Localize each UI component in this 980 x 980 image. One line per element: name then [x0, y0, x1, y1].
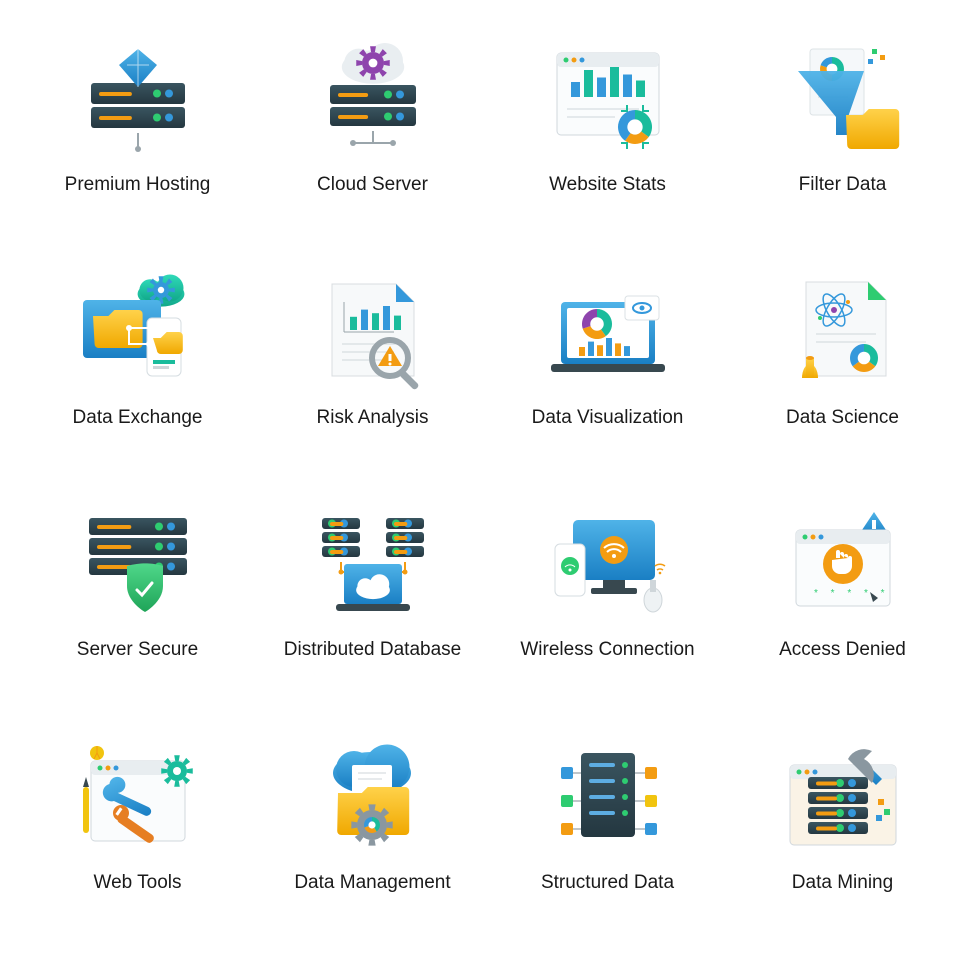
data-management-icon — [308, 738, 438, 858]
server-secure-label: Server Secure — [77, 639, 198, 661]
access-denied-icon: * * * * * — [778, 505, 908, 625]
icon-cell-distributed-db: Distributed Database — [265, 505, 480, 708]
structured-data-icon — [543, 738, 673, 858]
icon-cell-server-secure: Server Secure — [30, 505, 245, 708]
website-stats-label: Website Stats — [549, 174, 666, 196]
icon-cell-structured-data: Structured Data — [500, 738, 715, 941]
icon-cell-premium-hosting: Premium Hosting — [30, 40, 245, 243]
icon-cell-cloud-server: Cloud Server — [265, 40, 480, 243]
data-visualization-label: Data Visualization — [532, 407, 684, 429]
icon-cell-data-exchange: Data Exchange — [30, 273, 245, 476]
cloud-server-icon — [308, 40, 438, 160]
risk-analysis-label: Risk Analysis — [317, 407, 429, 429]
icon-cell-access-denied: * * * * * Access Denied — [735, 505, 950, 708]
icon-cell-data-visualization: Data Visualization — [500, 273, 715, 476]
filter-data-icon — [778, 40, 908, 160]
icon-cell-data-science: Data Science — [735, 273, 950, 476]
data-exchange-label: Data Exchange — [73, 407, 203, 429]
data-visualization-icon — [543, 273, 673, 393]
data-exchange-icon — [73, 273, 203, 393]
data-science-label: Data Science — [786, 407, 899, 429]
data-mining-icon — [778, 738, 908, 858]
icon-cell-data-management: Data Management — [265, 738, 480, 941]
data-science-icon — [778, 273, 908, 393]
svg-text:* * * * *: * * * * * — [814, 588, 890, 599]
web-tools-label: Web Tools — [93, 872, 181, 894]
structured-data-label: Structured Data — [541, 872, 674, 894]
premium-hosting-label: Premium Hosting — [65, 174, 211, 196]
data-mining-label: Data Mining — [792, 872, 893, 894]
icon-cell-website-stats: Website Stats — [500, 40, 715, 243]
premium-hosting-icon — [73, 40, 203, 160]
icon-cell-web-tools: Web Tools — [30, 738, 245, 941]
access-denied-label: Access Denied — [779, 639, 906, 661]
icon-grid: Premium Hosting Cloud Server Website Sta… — [30, 40, 950, 940]
web-tools-icon — [73, 738, 203, 858]
distributed-db-icon — [308, 505, 438, 625]
server-secure-icon — [73, 505, 203, 625]
cloud-server-label: Cloud Server — [317, 174, 428, 196]
data-management-label: Data Management — [294, 872, 450, 894]
wireless-label: Wireless Connection — [520, 639, 694, 661]
risk-analysis-icon — [308, 273, 438, 393]
icon-cell-risk-analysis: Risk Analysis — [265, 273, 480, 476]
website-stats-icon — [543, 40, 673, 160]
icon-cell-wireless: Wireless Connection — [500, 505, 715, 708]
wireless-icon — [543, 505, 673, 625]
filter-data-label: Filter Data — [799, 174, 887, 196]
icon-cell-data-mining: Data Mining — [735, 738, 950, 941]
distributed-db-label: Distributed Database — [284, 639, 461, 661]
icon-cell-filter-data: Filter Data — [735, 40, 950, 243]
